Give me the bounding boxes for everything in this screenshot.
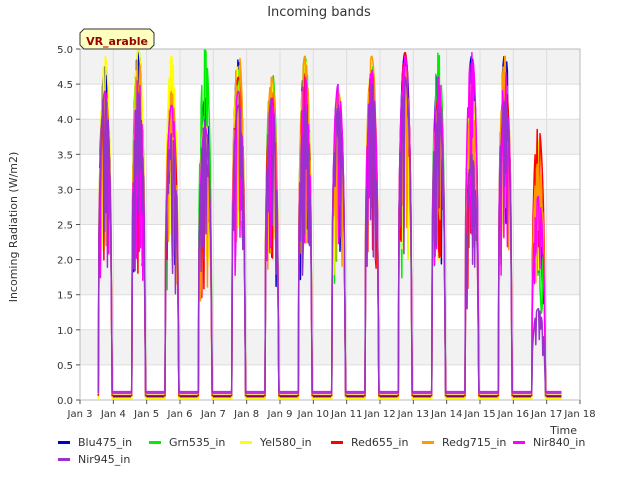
legend-label: Red655_in [351,436,409,449]
legend-label: Redg715_in [442,436,507,449]
plot-band [80,329,580,365]
x-tick-label: Jan 3 [67,409,93,420]
legend-label: Blu475_in [78,436,133,449]
annotation-label: VR_arable [86,35,148,48]
x-tick-label: Jan 9 [267,409,293,420]
legend-swatch [240,441,252,444]
y-tick-label: 4.5 [57,80,73,91]
x-tick-label: Jan 14 [430,409,462,420]
y-tick-label: 5.0 [57,45,73,56]
y-tick-label: 1.5 [57,291,73,302]
legend-item: Nir840_in [513,436,585,449]
x-tick-label: Jan 10 [297,409,329,420]
plot-band [80,259,580,295]
x-tick-label: Jan 18 [563,409,595,420]
x-tick-label: Jan 6 [167,409,193,420]
y-tick-label: 3.0 [57,185,73,196]
plot-band [80,119,580,155]
y-tick-label: 3.5 [57,150,73,161]
plot-band [80,49,580,85]
x-axis-ticks: Jan 3 Jan 4 Jan 5 Jan 6 Jan 7 Jan 8 Jan 9 Jan 1… [67,400,596,420]
plot-gridlines [79,48,581,401]
legend-label: Grn535_in [169,436,226,449]
x-tick-label: Jan 15 [463,409,495,420]
x-tick-label: Jan 8 [233,409,259,420]
legend-swatch [331,441,343,444]
legend-label: Nir840_in [533,436,586,449]
legend-item: Grn535_in [149,436,225,449]
x-tick-label: Jan 11 [330,409,362,420]
legend-item: Red655_in [331,436,408,449]
x-tick-label: Jan 12 [363,409,395,420]
series-line-Nir945_in [97,76,562,394]
y-axis-label: Incoming Radiation (W/m2) [7,152,20,303]
legend-label: Nir945_in [78,453,131,466]
legend-item: Blu475_in [58,436,132,449]
legend-item: Yel580_in [240,436,312,449]
legend-item: Redg715_in [422,436,506,449]
x-axis-label: Time [549,424,577,437]
legend-label: Yel580_in [260,436,312,449]
legend-swatch [422,441,434,444]
chart-title: Incoming bands [267,5,371,20]
x-tick-label: Jan 17 [530,409,562,420]
y-tick-label: 0.0 [57,396,73,407]
legend-swatch [149,441,161,444]
y-tick-label: 2.5 [57,221,73,232]
x-tick-label: Jan 4 [100,409,126,420]
y-tick-label: 0.5 [57,361,73,372]
annotation-box: VR_arable [79,28,155,50]
y-tick-label: 2.0 [57,256,73,267]
legend-swatch [58,458,70,461]
plot-background-bands [80,49,580,365]
y-tick-label: 1.0 [57,326,73,337]
legend-swatch [513,441,525,444]
plot-series-lines [97,48,562,400]
legend-item: Nir945_in [58,453,130,466]
x-tick-label: Jan 13 [397,409,429,420]
x-tick-label: Jan 16 [497,409,529,420]
plot-band [80,189,580,225]
legend-swatch [58,441,70,444]
x-tick-label: Jan 5 [133,409,159,420]
y-axis-ticks: 0.0 0.5 1.0 1.5 2.0 2.5 3.0 3.5 4.0 4.5 5.0 [57,45,80,407]
y-tick-label: 4.0 [57,115,73,126]
x-tick-label: Jan 7 [200,409,226,420]
